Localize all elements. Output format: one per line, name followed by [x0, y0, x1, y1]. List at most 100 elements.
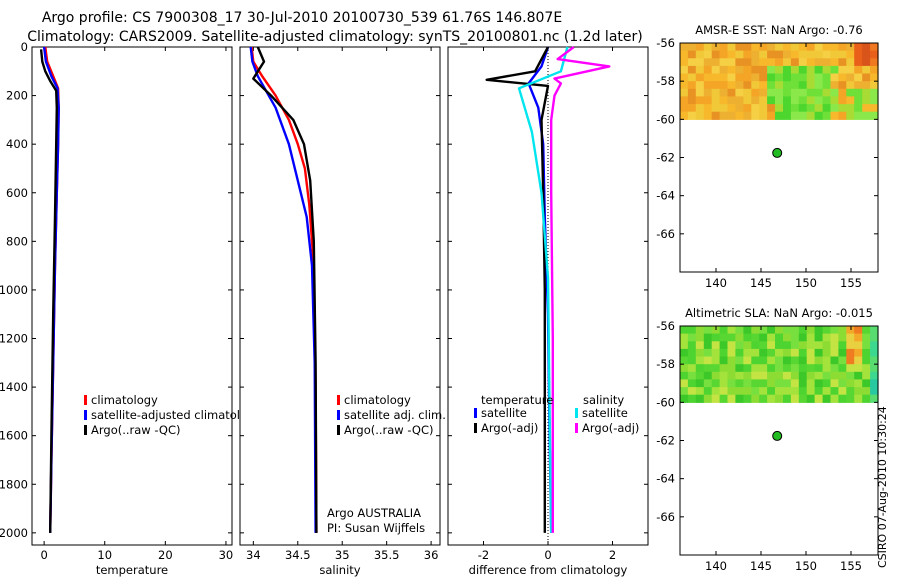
heatmap-cell [806, 88, 816, 97]
heatmap-cell [838, 65, 847, 75]
legend-swatch [337, 410, 340, 420]
heatmap-cell [687, 88, 697, 97]
heatmap-cell [711, 81, 721, 90]
heatmap-cell [735, 341, 744, 350]
heatmap-cell [862, 73, 871, 82]
y-tick-label: -62 [656, 434, 675, 448]
heatmap-cell [727, 341, 736, 350]
heatmap-cell [727, 348, 736, 358]
x-tick-label: 34.5 [285, 548, 311, 562]
heatmap-cell [854, 371, 863, 380]
heatmap-cell [862, 81, 871, 90]
heatmap-cell [695, 73, 705, 82]
heatmap-cell [703, 50, 713, 59]
heatmap-cell [790, 333, 800, 342]
heatmap-cell [783, 58, 792, 67]
heatmap-cell [790, 394, 800, 403]
heatmap-cell [759, 58, 768, 67]
heatmap-cell [806, 356, 816, 365]
heatmap-cell [862, 50, 871, 59]
heatmap-cell [743, 326, 752, 335]
heatmap-cell [870, 81, 879, 90]
heatmap-cell [862, 111, 871, 120]
heatmap-cell [822, 348, 832, 358]
annotation-note: Argo AUSTRALIA [327, 506, 421, 520]
heatmap-cell [854, 341, 863, 350]
heatmap-cell [727, 43, 736, 52]
heatmap-cell [862, 58, 871, 67]
heatmap-cell [862, 96, 871, 105]
heatmap-cell [798, 50, 808, 59]
heatmap-cell [798, 371, 808, 380]
panel-frame [239, 46, 441, 546]
heatmap-cell [838, 104, 847, 113]
legend-swatch [84, 425, 87, 435]
heatmap-cell [695, 88, 705, 97]
argo-float-marker [772, 147, 783, 158]
heatmap-cell [680, 88, 689, 97]
heatmap-cell [854, 379, 863, 388]
heatmap-cell [798, 387, 808, 396]
heatmap-cell [783, 111, 792, 120]
heatmap-cell [735, 96, 744, 105]
heatmap-cell [711, 387, 721, 396]
heatmap-cell [806, 111, 816, 120]
heatmap-cell [775, 73, 784, 82]
heatmap-cell [846, 96, 855, 105]
heatmap-cell [751, 326, 760, 335]
x-tick-label: 140 [705, 276, 727, 290]
heatmap-cell [870, 387, 879, 396]
heatmap-cell [703, 356, 713, 365]
heatmap-cell [830, 81, 839, 90]
heatmap-cell [735, 326, 744, 335]
heatmap-cell [743, 364, 752, 373]
title-line-2: Climatology: CARS2009. Satellite-adjuste… [27, 29, 642, 45]
heatmap-cell [846, 379, 855, 388]
heatmap-cell [743, 73, 752, 82]
heatmap-cell [806, 104, 816, 113]
heatmap-cell [703, 379, 713, 388]
heatmap-cell [846, 333, 855, 342]
heatmap-cell [759, 43, 768, 52]
heatmap-cell [695, 364, 705, 373]
annotation-note: PI: Susan Wijffels [327, 521, 425, 535]
heatmap-cell [830, 43, 839, 52]
heatmap-cell [870, 43, 879, 52]
heatmap-cell [727, 50, 736, 59]
heatmap-cell [838, 81, 847, 90]
heatmap-cell [703, 58, 713, 67]
heatmap-cell [854, 387, 863, 396]
heatmap-cell [838, 43, 847, 52]
heatmap-cell [790, 341, 800, 350]
heatmap-cell [711, 111, 721, 120]
legend-label: satellite [582, 406, 628, 420]
x-tick-label: 36 [424, 548, 439, 562]
map-amsr-sst: AMSR-E SST: NaN Argo: -0.76 140 145 150 155 -… [656, 23, 879, 290]
heatmap-cell [783, 50, 792, 59]
heatmap-cell [735, 379, 744, 388]
legend-label: climatology [91, 393, 158, 407]
y-tick-label: 1000 [0, 283, 28, 297]
heatmap-cell [806, 50, 816, 59]
heatmap-cell [695, 111, 705, 120]
heatmap-cell [862, 387, 871, 396]
heatmap-cell [862, 326, 871, 335]
heatmap-cell [680, 81, 689, 90]
heatmap-cell [798, 379, 808, 388]
y-tick-label: -64 [656, 189, 675, 203]
heatmap-cell [687, 50, 697, 59]
heatmap-cell [814, 88, 824, 97]
heatmap-cell [751, 58, 760, 67]
timestamp-stamp: CSIRO 07-Aug-2010 10:30:24 [876, 406, 889, 568]
heatmap-cell [735, 81, 744, 90]
legend-label: Argo(..raw -QC) [344, 423, 434, 437]
heatmap-cell [719, 104, 729, 113]
legend-swatch [84, 410, 87, 420]
heatmap-cell [862, 356, 871, 365]
heatmap-cell [838, 73, 847, 82]
heatmap-cell [711, 50, 721, 59]
legend-label: satellite adj. clim. [344, 408, 446, 422]
heatmap-cell [719, 65, 729, 75]
heatmap-cell [735, 371, 744, 380]
x-axis-label: temperature [96, 563, 168, 577]
